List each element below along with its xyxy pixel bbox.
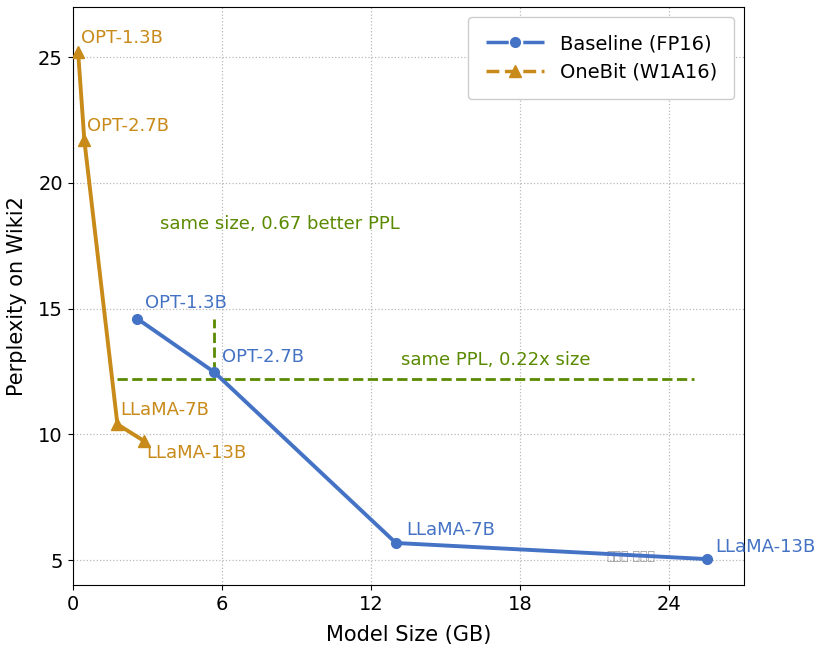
- Text: OPT-1.3B: OPT-1.3B: [145, 295, 227, 312]
- Text: OPT-2.7B: OPT-2.7B: [222, 348, 304, 366]
- Legend: Baseline (FP16), OneBit (W1A16): Baseline (FP16), OneBit (W1A16): [468, 17, 734, 99]
- Text: same size, 0.67 better PPL: same size, 0.67 better PPL: [160, 215, 400, 233]
- Text: OPT-1.3B: OPT-1.3B: [81, 29, 163, 47]
- Text: LLaMA-7B: LLaMA-7B: [120, 401, 209, 419]
- X-axis label: Model Size (GB): Model Size (GB): [325, 625, 491, 645]
- Y-axis label: Perplexity on Wiki2: Perplexity on Wiki2: [7, 196, 27, 396]
- Text: LLaMA-13B: LLaMA-13B: [715, 538, 816, 556]
- Text: LLaMA-13B: LLaMA-13B: [147, 444, 246, 462]
- Text: same PPL, 0.22x size: same PPL, 0.22x size: [400, 351, 590, 369]
- Text: 公众号·量子位: 公众号·量子位: [606, 550, 655, 563]
- Text: LLaMA-7B: LLaMA-7B: [406, 521, 494, 539]
- Text: OPT-2.7B: OPT-2.7B: [87, 117, 169, 135]
